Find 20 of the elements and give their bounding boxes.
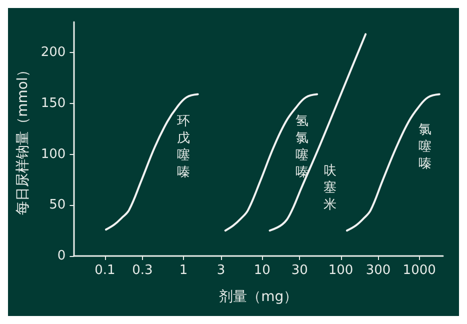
y-axis-title: 每日尿样钠量（mmol）	[15, 63, 31, 215]
series-label: 氯噻嗪	[418, 122, 432, 172]
series-label: 呋塞米	[323, 163, 336, 212]
x-tick-label: 1000	[402, 263, 436, 278]
y-tick-label: 0	[57, 248, 66, 264]
x-tick-label: 0.1	[94, 263, 116, 278]
x-tick-label: 10	[254, 263, 270, 278]
y-tick-label: 200	[40, 45, 66, 60]
series-label: 环戊噻嗪	[176, 114, 190, 180]
series-label: 氢氯噻嗪	[296, 114, 309, 180]
x-tick-label: 30	[291, 263, 308, 278]
x-tick-label: 1	[179, 263, 188, 278]
y-tick-label: 50	[49, 198, 66, 213]
x-tick-label: 100	[328, 263, 354, 278]
y-tick-label: 100	[40, 146, 66, 162]
x-tick-label: 0.3	[132, 263, 153, 278]
x-tick-label: 3	[216, 263, 226, 278]
x-tick-label: 300	[366, 263, 391, 278]
y-tick-label: 150	[40, 96, 66, 111]
x-axis-title: 剂量（mg）	[219, 289, 298, 305]
